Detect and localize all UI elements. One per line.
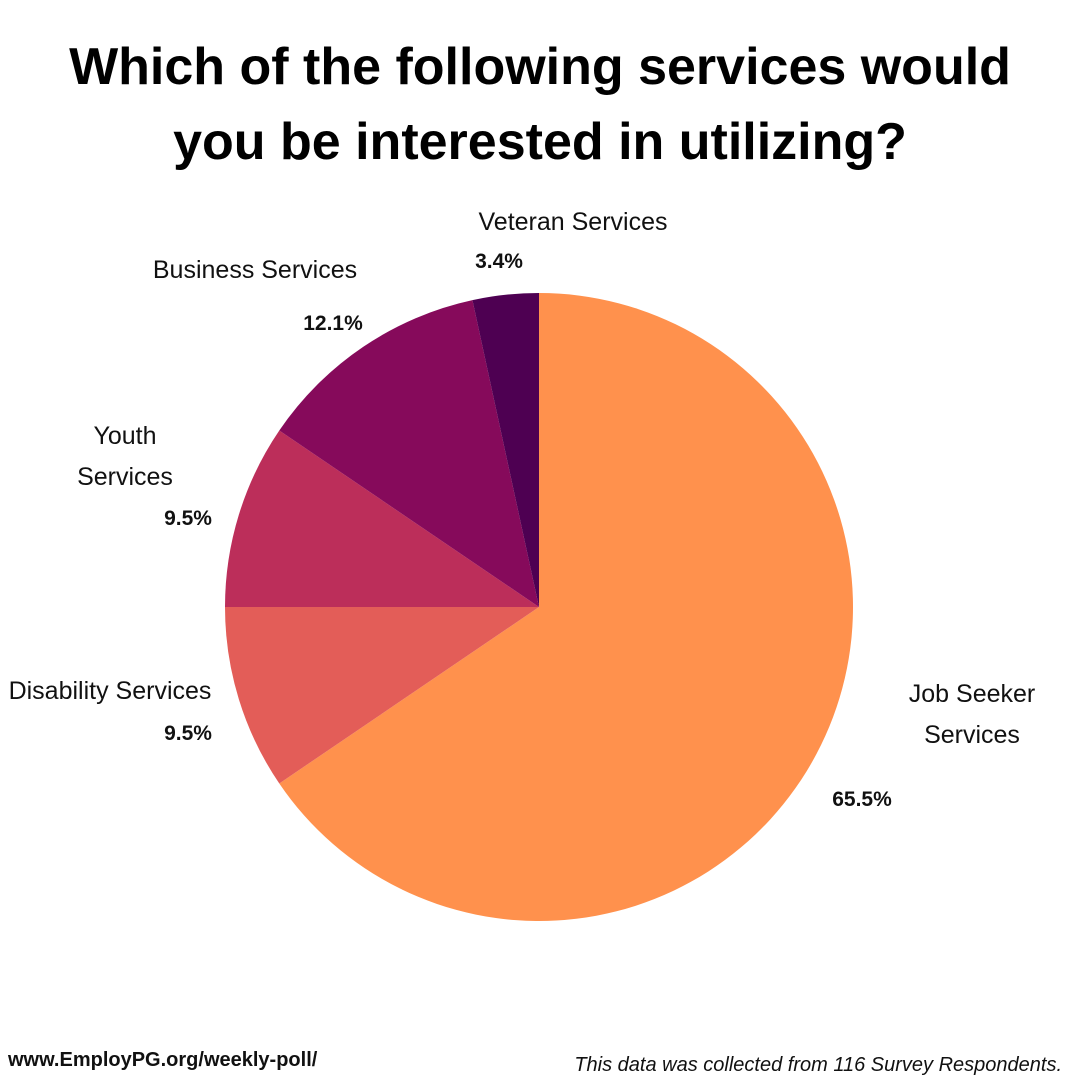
- pie-slice: [279, 293, 853, 921]
- slice-label: Veteran Services: [479, 208, 668, 236]
- slice-value-label: 9.5%: [164, 722, 212, 745]
- pie-slice: [225, 607, 539, 784]
- slice-value-label: 65.5%: [832, 788, 892, 811]
- slice-label: Business Services: [153, 256, 357, 284]
- slice-label: Youth Services: [77, 422, 173, 491]
- slice-value-label: 12.1%: [303, 312, 363, 335]
- slice-label: Disability Services: [9, 677, 212, 705]
- pie-slice: [279, 300, 539, 607]
- footer-url: www.EmployPG.org/weekly-poll/: [8, 1049, 318, 1071]
- slice-value-label: 3.4%: [475, 250, 523, 273]
- pie-slice: [472, 293, 539, 607]
- footer-note: This data was collected from 116 Survey …: [574, 1054, 1062, 1076]
- pie-slice: [225, 430, 539, 607]
- chart-title: Which of the following services would yo…: [69, 38, 1011, 171]
- slice-value-label: 9.5%: [164, 507, 212, 530]
- slice-label: Job Seeker Services: [909, 680, 1035, 749]
